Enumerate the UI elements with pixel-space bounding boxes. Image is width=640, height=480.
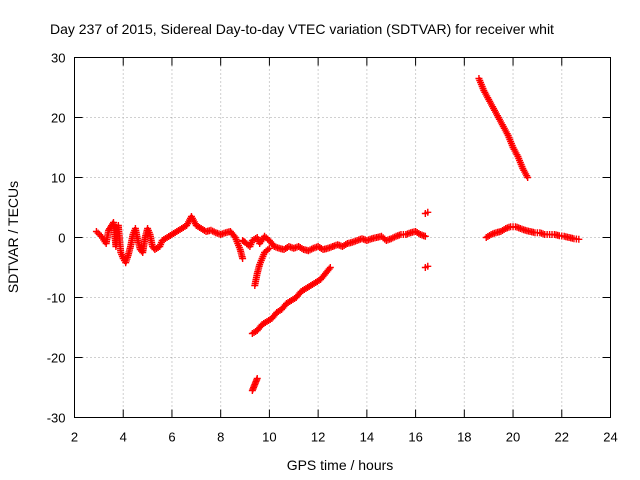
chart-title: Day 237 of 2015, Sidereal Day-to-day VTE… [50,21,554,37]
x-tick-label: 6 [168,430,175,445]
x-tick-label: 10 [262,430,276,445]
data-point-marker [306,246,314,254]
data-point-marker [415,230,423,237]
x-tick-label: 4 [120,430,127,445]
data-point-marker [209,227,217,235]
x-tick-label: 8 [217,430,224,445]
data-points [92,75,583,394]
data-point-marker [207,226,215,234]
data-point-marker [210,228,218,236]
data-point-marker [253,375,261,382]
data-point-marker [500,226,508,233]
x-tick-label: 18 [457,430,471,445]
x-tick-label: 12 [311,430,325,445]
data-point-marker [94,229,102,237]
data-point-marker [298,245,306,252]
grid-lines [74,57,611,418]
x-tick-label: 24 [603,430,617,445]
y-tick-label: -10 [47,291,66,306]
data-point-marker [575,235,583,243]
data-point-marker [389,234,397,242]
data-point-marker [326,264,334,271]
data-point-marker [387,235,395,243]
x-tick-label: 20 [506,430,520,445]
data-point-marker [424,208,432,216]
data-point-marker [485,232,493,239]
y-tick-label: 0 [58,231,65,246]
data-point-marker [304,247,312,255]
data-point-marker [390,233,398,241]
y-tick-label: 10 [51,171,65,186]
data-point-marker [421,232,429,240]
y-tick-label: 20 [51,111,65,126]
x-tick-label: 22 [555,430,569,445]
y-axis-label: SDTVAR / TECUs [5,181,21,293]
data-point-marker [92,228,100,235]
data-point-marker [524,174,532,181]
x-tick-label: 14 [360,430,374,445]
x-tick-label: 2 [71,430,78,445]
y-tick-label: -30 [47,411,66,426]
y-tick-label: -20 [47,351,66,366]
data-point-marker [424,262,432,270]
y-tick-label: 30 [51,51,65,66]
data-point-marker [308,245,316,253]
data-point-marker [239,255,247,262]
x-axis-label: GPS time / hours [287,457,394,473]
data-point-marker [342,241,350,248]
data-point-marker [264,246,272,254]
x-tick-label: 16 [408,430,422,445]
data-point-marker [265,244,273,252]
data-point-marker [325,265,333,273]
